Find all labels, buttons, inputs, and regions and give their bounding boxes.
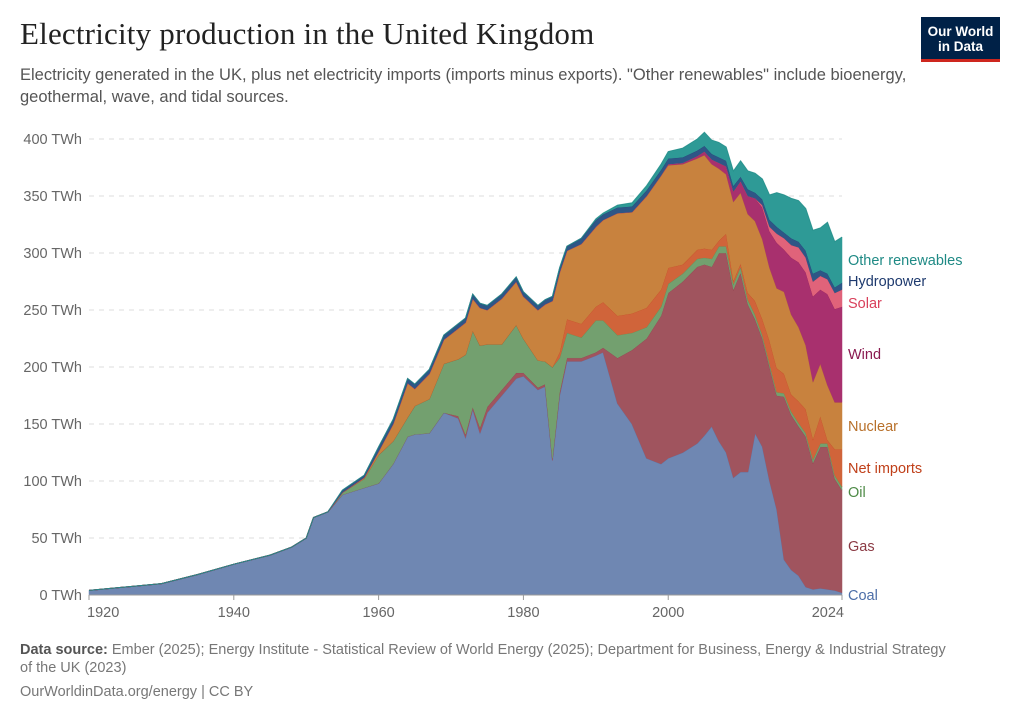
area-series bbox=[88, 131, 843, 596]
y-tick-label: 100 TWh bbox=[23, 474, 82, 490]
data-source-label: Data source: bbox=[20, 642, 108, 658]
x-tick-label: 2000 bbox=[652, 605, 684, 621]
x-tick-label: 1920 bbox=[87, 605, 119, 621]
y-tick-label: 0 TWh bbox=[40, 588, 82, 604]
legend-label-gas[interactable]: Gas bbox=[848, 539, 875, 555]
legend-label-coal[interactable]: Coal bbox=[848, 588, 878, 604]
legend-label-nuclear[interactable]: Nuclear bbox=[848, 419, 898, 435]
y-tick-label: 400 TWh bbox=[23, 132, 82, 148]
legend-label-solar[interactable]: Solar bbox=[848, 296, 882, 312]
x-tick-label: 2024 bbox=[812, 605, 844, 621]
x-axis-ticks: 1920 1940 1960 1980 2000 2024 bbox=[87, 595, 844, 621]
legend-label-oil[interactable]: Oil bbox=[848, 485, 866, 501]
data-source: Data source: Ember (2025); Energy Instit… bbox=[20, 641, 950, 677]
y-tick-label: 200 TWh bbox=[23, 360, 82, 376]
legend-label-net-imports[interactable]: Net imports bbox=[848, 461, 922, 477]
y-tick-label: 350 TWh bbox=[23, 189, 82, 205]
x-tick-label: 1960 bbox=[362, 605, 394, 621]
legend-label-wind[interactable]: Wind bbox=[848, 347, 881, 363]
legend-label-other-renewables[interactable]: Other renewables bbox=[848, 253, 962, 269]
area-edge-other-renewables bbox=[88, 131, 843, 591]
owid-logo[interactable]: Our World in Data bbox=[921, 17, 1000, 62]
chart-subtitle: Electricity generated in the UK, plus ne… bbox=[20, 66, 907, 106]
x-tick-label: 1980 bbox=[507, 605, 539, 621]
y-tick-label: 50 TWh bbox=[31, 531, 82, 547]
legend-label-hydropower[interactable]: Hydropower bbox=[848, 274, 926, 290]
y-tick-label: 150 TWh bbox=[23, 417, 82, 433]
legend: Coal Gas Oil Net imports Nuclear Wind Solar Hyd… bbox=[848, 253, 962, 604]
y-axis-ticks: 0 TWh 50 TWh 100 TWh 150 TWh 200 TWh 250 TWh 3… bbox=[23, 132, 82, 604]
y-tick-label: 250 TWh bbox=[23, 303, 82, 319]
chart-title: Electricity production in the United Kin… bbox=[20, 16, 595, 51]
source-url[interactable]: OurWorldinData.org/energy | CC BY bbox=[20, 684, 254, 700]
data-source-text: Ember (2025); Energy Institute - Statist… bbox=[20, 642, 946, 676]
x-tick-label: 1940 bbox=[218, 605, 250, 621]
y-tick-label: 300 TWh bbox=[23, 246, 82, 262]
